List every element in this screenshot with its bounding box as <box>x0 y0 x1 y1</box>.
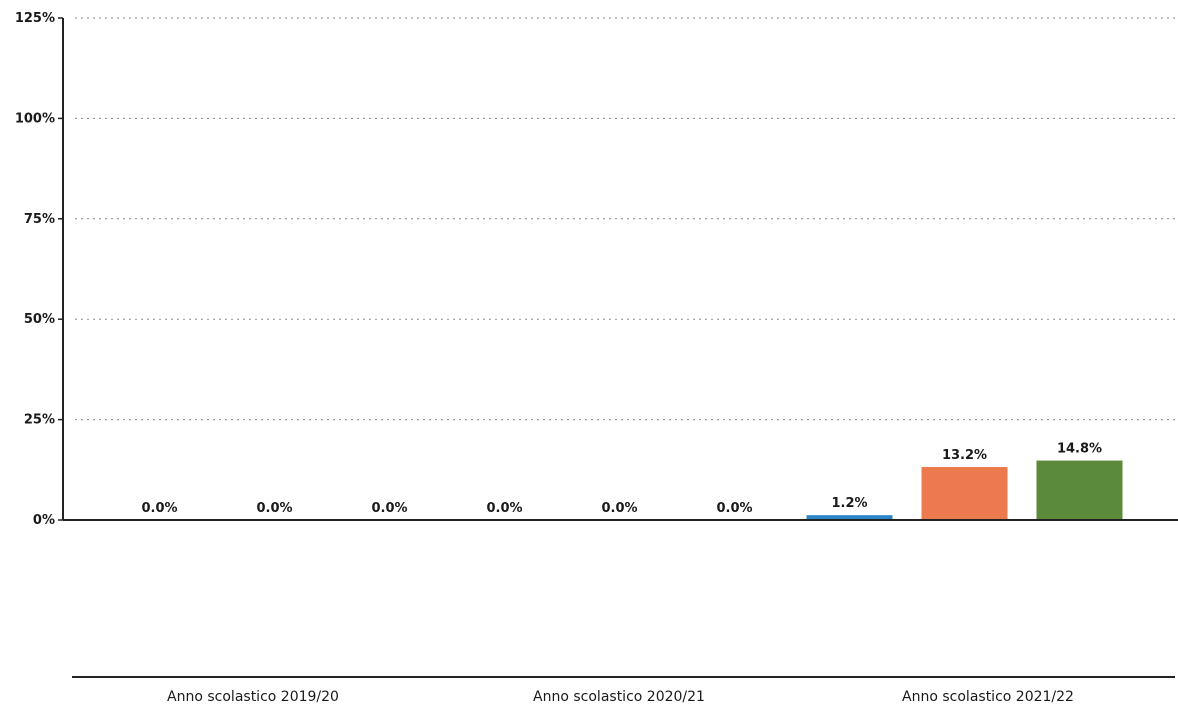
y-tick-label: 0% <box>33 513 55 528</box>
data-label: 0.0% <box>601 501 637 516</box>
data-label: 14.8% <box>1057 442 1102 457</box>
category-label: Anno scolastico 2020/21 <box>533 689 705 705</box>
data-labels: 0.0% 0.0% 0.0% 0.0% 0.0% 0.0% 1.2% 13.2% 14.8% <box>141 442 1102 516</box>
bar <box>1036 460 1123 520</box>
category-label: Anno scolastico 2021/22 <box>902 689 1074 705</box>
x-axis: Anno scolastico 2019/20 Anno scolastico 2… <box>63 519 1178 705</box>
data-label: 0.0% <box>371 501 407 516</box>
data-label: 1.2% <box>831 496 867 511</box>
y-tick-label: 75% <box>24 212 55 227</box>
y-tick-label: 125% <box>15 11 55 26</box>
bar <box>806 515 893 520</box>
data-label: 0.0% <box>486 501 522 516</box>
data-label: 0.0% <box>256 501 292 516</box>
y-tick-label: 25% <box>24 413 55 428</box>
y-axis: 0% 25% 50% 75% 100% 125% <box>15 11 64 528</box>
bar <box>921 466 1008 520</box>
bars <box>806 460 1123 520</box>
data-label: 13.2% <box>942 448 987 463</box>
y-tick-label: 100% <box>15 111 55 126</box>
data-label: 0.0% <box>141 501 177 516</box>
category-label: Anno scolastico 2019/20 <box>167 689 339 705</box>
gridlines <box>75 17 1178 421</box>
data-label: 0.0% <box>716 501 752 516</box>
y-tick-label: 50% <box>24 312 55 327</box>
